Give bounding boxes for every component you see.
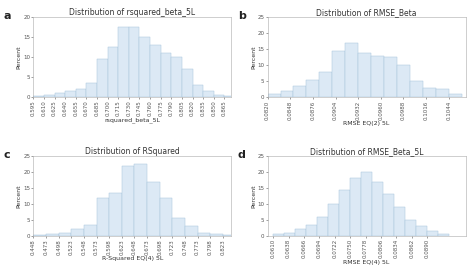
Bar: [281, 91, 293, 97]
Text: c: c: [4, 150, 10, 160]
Bar: [427, 231, 438, 236]
X-axis label: rsquared_beta_5L: rsquared_beta_5L: [104, 118, 160, 123]
Bar: [192, 85, 203, 97]
Bar: [394, 207, 405, 236]
Bar: [118, 27, 129, 97]
Bar: [449, 94, 462, 97]
Bar: [129, 27, 139, 97]
X-axis label: R-Squared EQ(4) 5L: R-Squared EQ(4) 5L: [102, 256, 163, 261]
X-axis label: RMSE EQ(2) 5L: RMSE EQ(2) 5L: [344, 121, 390, 126]
Bar: [97, 59, 108, 97]
Y-axis label: Percent: Percent: [251, 184, 256, 208]
Title: Distribution of rsquared_beta_5L: Distribution of rsquared_beta_5L: [69, 8, 195, 17]
Bar: [293, 86, 306, 97]
Bar: [416, 226, 427, 236]
Text: d: d: [238, 150, 246, 160]
Bar: [306, 80, 319, 97]
Bar: [284, 233, 295, 236]
Y-axis label: Percent: Percent: [17, 184, 22, 208]
Y-axis label: Percent: Percent: [251, 46, 256, 69]
Bar: [86, 83, 97, 97]
Title: Distribution of RSquared: Distribution of RSquared: [85, 147, 180, 156]
Bar: [273, 234, 284, 236]
Bar: [108, 47, 118, 97]
Bar: [384, 57, 397, 97]
Bar: [198, 233, 210, 236]
X-axis label: RMSE EQ(4) 5L: RMSE EQ(4) 5L: [344, 260, 390, 265]
Y-axis label: Percent: Percent: [17, 46, 22, 69]
Bar: [436, 89, 449, 97]
Title: Distribution of RMSE_Beta_5L: Distribution of RMSE_Beta_5L: [310, 147, 423, 156]
Bar: [203, 91, 214, 97]
Bar: [59, 233, 71, 236]
Bar: [223, 235, 236, 236]
Bar: [171, 57, 182, 97]
Bar: [84, 225, 97, 236]
Bar: [397, 65, 410, 97]
Bar: [358, 52, 371, 97]
Bar: [139, 37, 150, 97]
Bar: [371, 56, 384, 97]
Bar: [319, 72, 332, 97]
Text: b: b: [238, 11, 246, 21]
Bar: [185, 226, 198, 236]
Bar: [268, 94, 281, 97]
Bar: [76, 89, 86, 97]
Bar: [317, 217, 328, 236]
Bar: [150, 45, 161, 97]
Bar: [339, 189, 350, 236]
Bar: [295, 229, 306, 236]
Bar: [372, 182, 383, 236]
Bar: [438, 234, 449, 236]
Bar: [147, 182, 160, 236]
Bar: [97, 197, 109, 236]
Bar: [33, 235, 46, 236]
Bar: [55, 93, 65, 97]
Bar: [135, 164, 147, 236]
Bar: [109, 193, 122, 236]
Bar: [182, 69, 192, 97]
Bar: [161, 53, 171, 97]
Text: a: a: [4, 11, 11, 21]
Title: Distribution of RMSE_Beta: Distribution of RMSE_Beta: [316, 8, 417, 17]
Bar: [33, 96, 44, 97]
Bar: [328, 204, 339, 236]
Bar: [306, 225, 317, 236]
Bar: [361, 172, 372, 236]
Bar: [405, 220, 416, 236]
Bar: [160, 197, 173, 236]
Bar: [71, 229, 84, 236]
Bar: [214, 95, 224, 97]
Bar: [65, 91, 76, 97]
Bar: [332, 51, 345, 97]
Bar: [350, 178, 361, 236]
Bar: [383, 194, 394, 236]
Bar: [345, 43, 358, 97]
Bar: [210, 234, 223, 236]
Bar: [122, 166, 135, 236]
Bar: [44, 95, 55, 97]
Bar: [423, 88, 436, 97]
Bar: [46, 234, 59, 236]
Bar: [173, 218, 185, 236]
Bar: [224, 96, 235, 97]
Bar: [410, 81, 423, 97]
